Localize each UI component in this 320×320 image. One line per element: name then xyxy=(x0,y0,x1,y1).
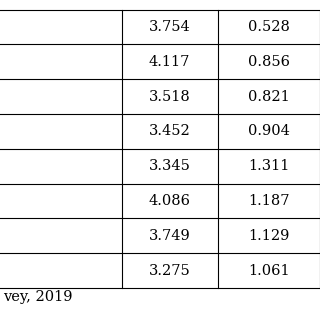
Text: 1.061: 1.061 xyxy=(248,264,290,278)
Text: 0.821: 0.821 xyxy=(248,90,290,104)
Text: 4.086: 4.086 xyxy=(148,194,191,208)
Text: 0.856: 0.856 xyxy=(248,55,290,69)
Text: 1.311: 1.311 xyxy=(248,159,290,173)
Text: 3.345: 3.345 xyxy=(149,159,190,173)
Text: 3.749: 3.749 xyxy=(149,229,190,243)
Text: 0.528: 0.528 xyxy=(248,20,290,34)
Text: 3.452: 3.452 xyxy=(149,124,190,138)
Text: vey, 2019: vey, 2019 xyxy=(3,290,73,304)
Text: 4.117: 4.117 xyxy=(149,55,190,69)
Text: 3.518: 3.518 xyxy=(149,90,190,104)
Text: 0.904: 0.904 xyxy=(248,124,290,138)
Text: 1.129: 1.129 xyxy=(248,229,290,243)
Text: 1.187: 1.187 xyxy=(248,194,290,208)
Text: 3.275: 3.275 xyxy=(149,264,190,278)
Text: 3.754: 3.754 xyxy=(149,20,190,34)
